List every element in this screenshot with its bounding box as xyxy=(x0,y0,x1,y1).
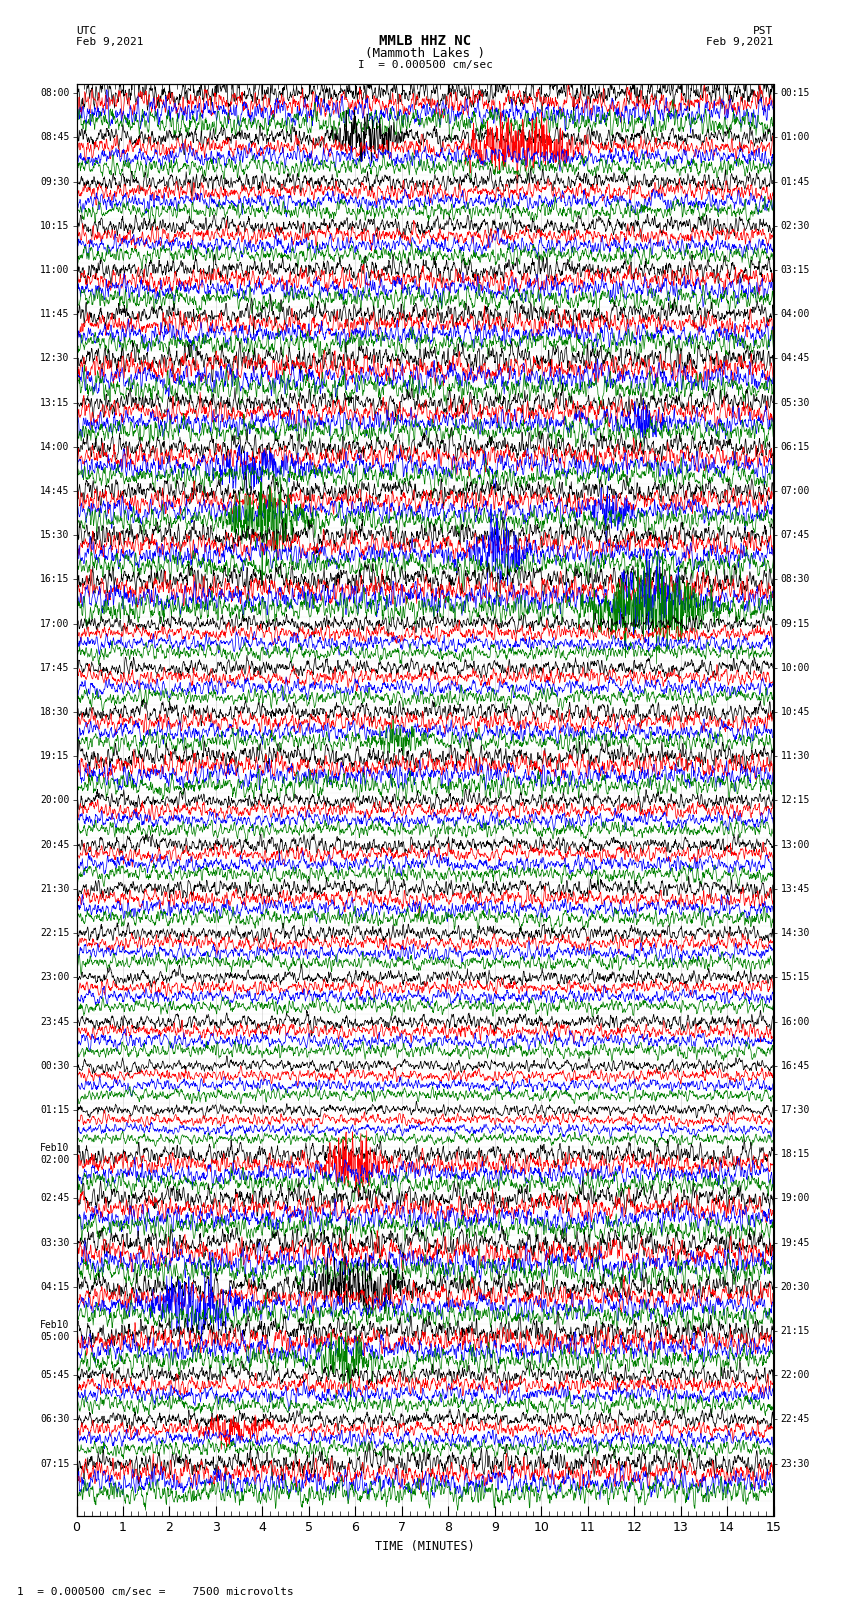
Text: UTC: UTC xyxy=(76,26,97,35)
Text: Feb 9,2021: Feb 9,2021 xyxy=(706,37,774,47)
Text: MMLB HHZ NC: MMLB HHZ NC xyxy=(379,34,471,48)
Text: I  = 0.000500 cm/sec: I = 0.000500 cm/sec xyxy=(358,60,492,69)
X-axis label: TIME (MINUTES): TIME (MINUTES) xyxy=(375,1540,475,1553)
Text: 1  = 0.000500 cm/sec =    7500 microvolts: 1 = 0.000500 cm/sec = 7500 microvolts xyxy=(17,1587,294,1597)
Text: (Mammoth Lakes ): (Mammoth Lakes ) xyxy=(365,47,485,60)
Text: Feb 9,2021: Feb 9,2021 xyxy=(76,37,144,47)
Text: PST: PST xyxy=(753,26,774,35)
